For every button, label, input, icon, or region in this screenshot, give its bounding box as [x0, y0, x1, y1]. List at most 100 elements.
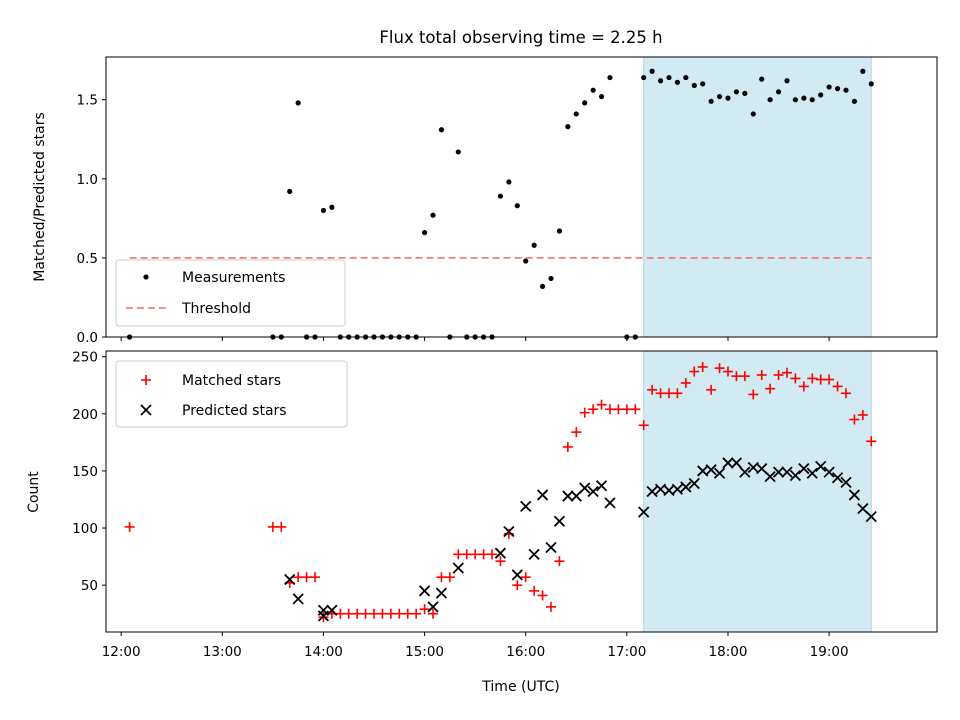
measurement-point [792, 97, 799, 103]
cross-b [730, 457, 743, 469]
cross-b [713, 467, 726, 479]
measurement-point [531, 242, 537, 248]
measurement-point [843, 87, 849, 93]
matched-point [621, 404, 632, 415]
matched-point [588, 404, 599, 415]
matched-star-markers [124, 361, 877, 623]
predicted-point [646, 485, 658, 498]
legend-measurement-label: Measurements [182, 270, 285, 286]
legend-predicted-marker [140, 404, 152, 416]
predicted-point [764, 471, 776, 483]
cross-b [317, 604, 330, 616]
measurement-point [523, 258, 529, 264]
predicted-point [823, 466, 835, 478]
measurement-point [834, 86, 841, 92]
predicted-point [326, 604, 338, 616]
matched-point [630, 404, 641, 415]
predicted-point [798, 463, 810, 475]
measurement-point [455, 149, 461, 155]
cross-b [671, 483, 684, 495]
predicted-point [638, 506, 650, 518]
legend-threshold-label: Threshold [181, 301, 251, 317]
cross-b [503, 525, 515, 538]
matched-point [781, 367, 792, 378]
matched-point [276, 521, 287, 532]
matched-point [545, 601, 556, 612]
top-legend: Measurements Threshold [115, 259, 346, 327]
x-axis-label: Time (UTC) [481, 679, 559, 695]
predicted-point [848, 489, 861, 501]
predicted-point [511, 569, 523, 581]
matched-point [765, 383, 776, 394]
measurement-point [868, 81, 874, 87]
bottom-y-axis-label: Count [26, 471, 42, 513]
measurement-point [860, 68, 866, 74]
matched-point [419, 604, 430, 615]
measurement-point [565, 124, 571, 130]
measurement-point [582, 100, 588, 106]
y-tick-label: 50 [81, 578, 98, 594]
cross-b [806, 467, 818, 479]
legend-box [115, 259, 346, 327]
top-highlight-span [643, 56, 872, 338]
predicted-point [427, 601, 439, 613]
bottom-x-axis: 12:00 13:00 14:00 15:00 16:00 17:00 18:00 19:00 [102, 632, 849, 660]
cross-b [756, 463, 768, 475]
cross-b [789, 469, 802, 482]
cross-b [536, 489, 549, 501]
cross-b [638, 506, 650, 518]
matched-point [537, 590, 548, 601]
cross-b [326, 604, 338, 616]
measurement-point [649, 68, 655, 74]
matched-point [310, 572, 321, 583]
predicted-point [292, 593, 304, 605]
measurement-point [759, 76, 765, 82]
matched-point [790, 373, 801, 384]
matched-point [444, 572, 455, 583]
x-tick-label: 13:00 [203, 644, 242, 660]
matched-point [343, 608, 354, 619]
cross-b [604, 497, 616, 509]
measurement-point [700, 81, 706, 87]
measurement-point [641, 74, 647, 81]
measurement-point [421, 229, 428, 236]
measurement-point [329, 204, 335, 210]
cross-b [815, 460, 827, 473]
predicted-point [545, 541, 557, 554]
cross-b [848, 489, 861, 501]
matched-point [680, 377, 691, 388]
predicted-point [418, 585, 431, 597]
predicted-star-markers [284, 457, 877, 622]
measurement-point [320, 207, 327, 214]
measurement-point [733, 89, 740, 95]
measurement-point [573, 111, 579, 117]
bottom-legend: Matched stars Predicted stars [115, 360, 348, 428]
matched-point [840, 388, 851, 399]
matched-point [655, 388, 666, 399]
y-tick-label: 0.5 [77, 251, 98, 267]
matched-point [385, 608, 396, 619]
cross-b [140, 404, 152, 416]
cross-b [435, 587, 448, 599]
measurement-point [539, 283, 546, 289]
matched-point [689, 366, 700, 377]
matched-point [512, 580, 523, 591]
matched-point [335, 608, 346, 619]
measurement-point [851, 98, 858, 104]
matched-point [394, 608, 405, 619]
matched-point [798, 381, 809, 392]
matched-point [731, 371, 742, 382]
matched-point [857, 409, 868, 420]
predicted-point [671, 483, 684, 495]
predicted-point [503, 525, 515, 538]
measurement-point [657, 78, 664, 84]
matched-point [520, 572, 531, 583]
predicted-point [435, 587, 448, 599]
matched-point [604, 404, 615, 415]
measurement-point [683, 74, 689, 81]
cross-b [452, 562, 464, 574]
predicted-point [831, 472, 844, 484]
predicted-point [840, 476, 852, 488]
measurement-point [506, 179, 512, 185]
cross-b [663, 484, 675, 496]
